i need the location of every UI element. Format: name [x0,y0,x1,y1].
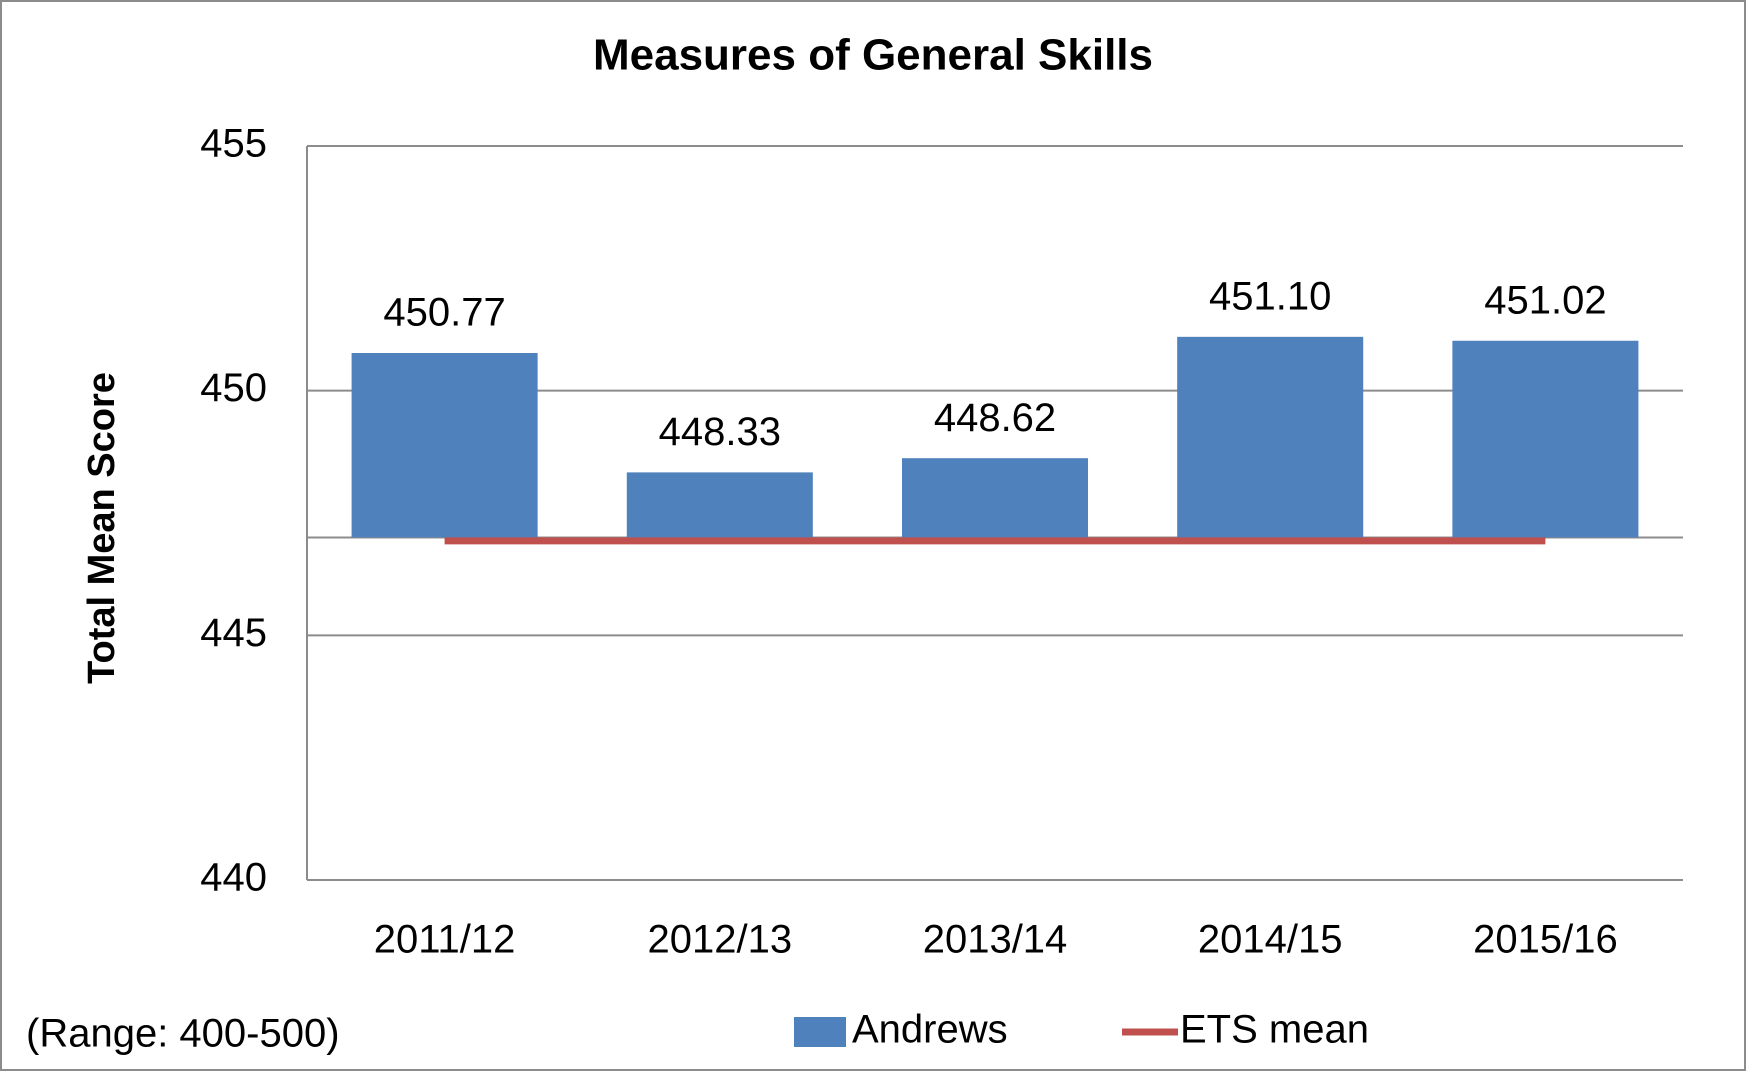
chart-title: Measures of General Skills [593,31,1153,80]
y-tick-label: 455 [200,122,267,166]
y-tick-label: 445 [200,611,267,655]
annotation: (Range: 400-500) [26,1012,340,1056]
data-label: 451.10 [1209,274,1331,318]
data-label: 448.33 [659,410,781,454]
legend-swatch [794,1017,846,1047]
x-tick-label: 2011/12 [374,918,516,962]
bar [626,472,813,538]
bar [901,458,1089,538]
x-tick-label: 2013/14 [923,918,1068,962]
data-label: 451.02 [1484,278,1606,322]
data-label: 448.62 [934,396,1056,440]
legend-label: Andrews [852,1008,1008,1052]
bar [1177,336,1364,538]
y-tick-label: 450 [200,366,267,410]
data-label: 450.77 [383,291,505,335]
bar [351,352,538,538]
legend-label: ETS mean [1180,1008,1369,1052]
x-tick-label: 2015/16 [1473,918,1618,962]
bar [1452,340,1639,538]
x-tick-label: 2014/15 [1198,918,1343,962]
y-tick-label: 440 [200,856,267,900]
x-tick-label: 2012/13 [648,918,793,962]
y-axis-label: Total Mean Score [81,372,123,684]
